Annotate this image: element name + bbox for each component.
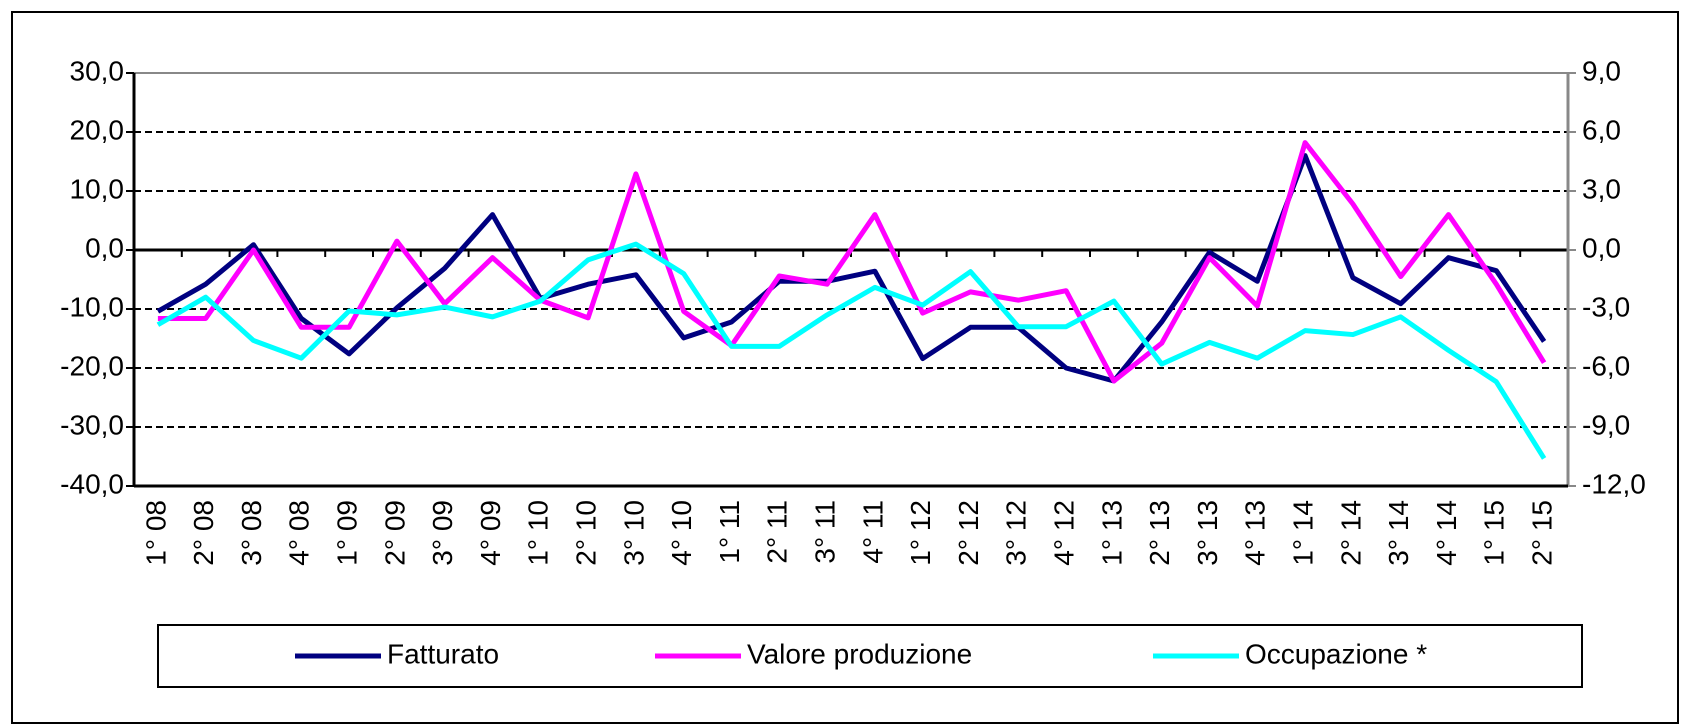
x-tick-label: 4° 11 (857, 500, 888, 564)
x-tick-label: 3° 08 (236, 500, 267, 566)
x-tick-label: 1° 08 (140, 500, 171, 566)
y-tick-label: 10,0 (70, 173, 125, 204)
x-tick-label: 1° 12 (905, 500, 936, 566)
x-tick-label: 3° 12 (1001, 500, 1032, 566)
x-tick-label: 3° 14 (1383, 500, 1414, 566)
y-tick-label: 20,0 (70, 114, 125, 145)
x-tick-label: 4° 10 (666, 500, 697, 566)
series-line (156, 241, 1547, 460)
x-tick-label: 2° 13 (1144, 500, 1175, 566)
x-tick-label: 4° 09 (475, 500, 506, 566)
x-tick-label: 1° 11 (714, 500, 745, 564)
legend-box (157, 624, 1583, 688)
x-tick-label: 2° 10 (570, 500, 601, 566)
y2-tick-label: 6,0 (1582, 114, 1621, 145)
legend-label: Occupazione * (1245, 638, 1427, 669)
x-tick-label: 3° 11 (809, 500, 840, 564)
series-line (157, 140, 1547, 384)
y2-tick-label: 3,0 (1582, 173, 1621, 204)
y-tick-label: -40,0 (60, 468, 124, 499)
y2-tick-label: 0,0 (1582, 232, 1621, 263)
x-tick-label: 3° 10 (618, 500, 649, 566)
x-tick-label: 1° 09 (331, 500, 362, 566)
y2-tick-label: -12,0 (1582, 468, 1646, 499)
x-tick-label: 1° 15 (1479, 500, 1510, 566)
y2-tick-label: -9,0 (1582, 409, 1630, 440)
x-tick-label: 2° 14 (1335, 500, 1366, 566)
y-tick-label: -30,0 (60, 409, 124, 440)
x-tick-label: 3° 13 (1192, 500, 1223, 566)
x-tick-label: 1° 14 (1287, 500, 1318, 566)
y2-tick-label: -6,0 (1582, 350, 1630, 381)
x-tick-label: 2° 09 (379, 500, 410, 566)
y-tick-label: -10,0 (60, 291, 124, 322)
x-tick-label: 4° 14 (1431, 500, 1462, 566)
x-tick-label: 2° 08 (188, 500, 219, 566)
x-tick-label: 4° 13 (1240, 500, 1271, 566)
x-tick-label: 4° 08 (284, 500, 315, 566)
x-tick-label: 2° 15 (1526, 500, 1557, 566)
y-tick-label: 0,0 (85, 232, 124, 263)
y-tick-label: 30,0 (70, 55, 125, 86)
y2-tick-label: -3,0 (1582, 291, 1630, 322)
y-tick-label: -20,0 (60, 350, 124, 381)
y2-tick-label: 9,0 (1582, 55, 1621, 86)
x-tick-label: 2° 11 (762, 500, 793, 564)
x-tick-label: 2° 12 (953, 500, 984, 566)
x-tick-label: 3° 09 (427, 500, 458, 566)
x-tick-label: 1° 10 (523, 500, 554, 566)
legend-label: Valore produzione (747, 638, 972, 669)
legend-label: Fatturato (387, 638, 499, 669)
x-tick-label: 4° 12 (1048, 500, 1079, 566)
x-tick-label: 1° 13 (1096, 500, 1127, 566)
